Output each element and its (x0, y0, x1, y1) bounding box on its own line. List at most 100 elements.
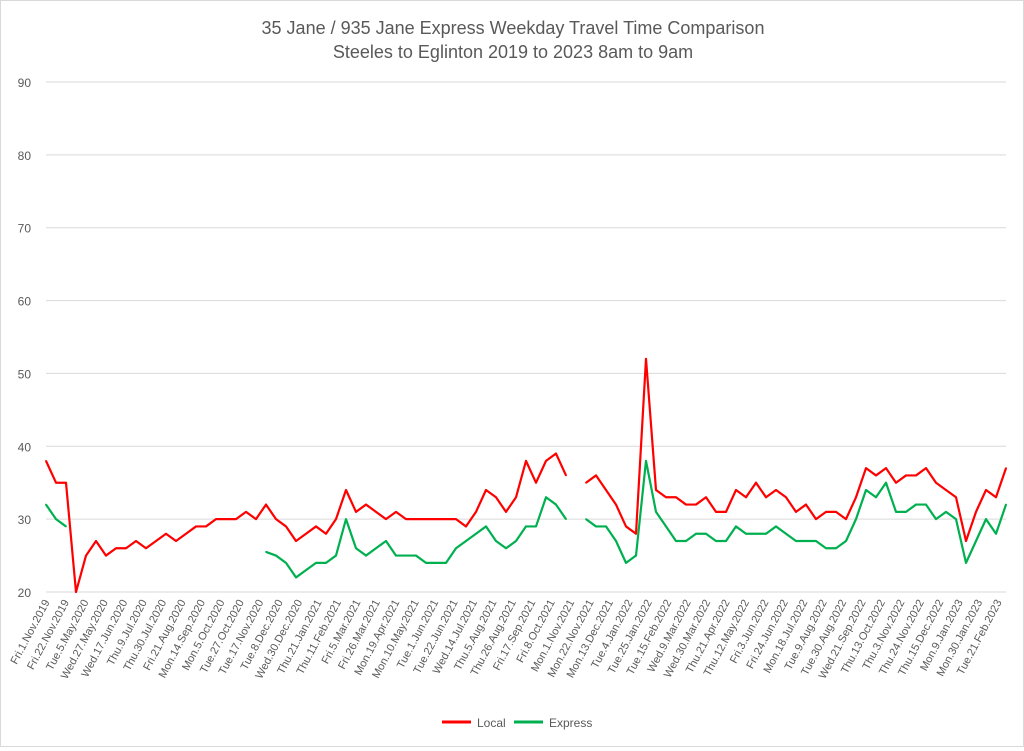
data-point-express (735, 525, 737, 528)
data-point-express (365, 554, 367, 557)
data-point-express (765, 532, 767, 535)
data-point-local (245, 510, 247, 513)
data-point-express (415, 554, 417, 557)
data-point-express (655, 510, 657, 513)
series-line-express (265, 496, 567, 579)
data-point-local (265, 503, 267, 506)
data-point-express (695, 532, 697, 535)
chart-subtitle: Steeles to Eglinton 2019 to 2023 8am to … (333, 42, 693, 62)
data-point-local (515, 496, 517, 499)
data-point-local (755, 481, 757, 484)
data-point-express (875, 496, 877, 499)
data-point-local (825, 510, 827, 513)
legend: Local Express (442, 716, 592, 730)
data-point-express (375, 547, 377, 550)
data-point-local (775, 489, 777, 491)
data-point-local (855, 496, 857, 499)
data-point-local (935, 481, 937, 484)
data-point-local (135, 540, 137, 542)
chart-title: 35 Jane / 935 Jane Express Weekday Trave… (262, 18, 765, 38)
data-point-local (535, 481, 537, 484)
data-point-express (645, 459, 647, 462)
data-point-express (265, 551, 267, 553)
data-point-local (495, 496, 497, 499)
data-point-local (325, 532, 327, 535)
data-point-express (885, 481, 887, 484)
data-point-local (485, 489, 487, 491)
data-point-local (355, 510, 357, 513)
data-point-express (55, 518, 57, 521)
data-point-local (815, 518, 817, 521)
data-point-express (925, 503, 927, 506)
y-tick-label: 60 (18, 295, 32, 309)
data-point-express (945, 510, 947, 513)
data-point-express (515, 540, 517, 542)
y-tick-label: 90 (18, 76, 32, 90)
series-line-express (45, 503, 67, 528)
data-point-local (555, 452, 557, 455)
data-point-local (975, 510, 977, 513)
data-point-local (685, 503, 687, 506)
data-point-local (905, 474, 907, 477)
data-point-local (995, 496, 997, 499)
data-point-local (45, 459, 47, 462)
data-point-local (215, 518, 217, 521)
data-point-local (945, 489, 947, 491)
data-point-local (345, 489, 347, 491)
data-point-express (795, 540, 797, 542)
data-point-local (955, 496, 957, 499)
data-point-local (315, 525, 317, 528)
data-point-local (115, 547, 117, 550)
data-point-local (105, 554, 107, 557)
data-point-local (705, 496, 707, 499)
data-point-local (635, 532, 637, 535)
data-point-local (795, 510, 797, 513)
data-point-local (85, 554, 87, 557)
data-point-local (225, 518, 227, 521)
data-point-express (495, 540, 497, 542)
data-point-express (855, 518, 857, 521)
data-point-express (1005, 503, 1007, 506)
data-point-express (555, 503, 557, 506)
data-point-local (985, 489, 987, 491)
data-point-express (805, 540, 807, 542)
data-point-local (785, 496, 787, 499)
data-point-express (745, 532, 747, 535)
data-point-express (675, 540, 677, 542)
data-point-local (75, 591, 77, 593)
data-point-express (865, 489, 867, 491)
data-point-local (695, 503, 697, 506)
data-point-express (605, 525, 607, 528)
data-point-express (845, 540, 847, 542)
data-point-express (595, 525, 597, 528)
data-point-local (165, 532, 167, 535)
data-point-local (335, 518, 337, 521)
data-point-express (895, 510, 897, 513)
data-point-local (295, 540, 297, 542)
data-point-local (735, 489, 737, 491)
data-point-local (725, 510, 727, 513)
data-point-local (205, 525, 207, 528)
data-point-express (815, 540, 817, 542)
data-point-express (715, 540, 717, 542)
data-point-express (395, 554, 397, 557)
data-point-local (885, 467, 887, 470)
data-point-local (625, 525, 627, 528)
data-point-local (415, 518, 417, 521)
data-point-express (385, 540, 387, 542)
legend-express-label: Express (549, 716, 592, 730)
y-tick-label: 80 (18, 149, 32, 163)
data-point-local (965, 540, 967, 542)
data-point-local (895, 481, 897, 484)
data-point-express (435, 561, 437, 564)
data-point-express (905, 510, 907, 513)
data-point-local (805, 503, 807, 506)
data-point-express (325, 561, 327, 564)
data-point-express (285, 561, 287, 564)
data-point-express (295, 576, 297, 579)
data-point-local (455, 518, 457, 521)
data-point-local (375, 510, 377, 513)
data-point-express (985, 518, 987, 521)
data-point-local (915, 474, 917, 477)
